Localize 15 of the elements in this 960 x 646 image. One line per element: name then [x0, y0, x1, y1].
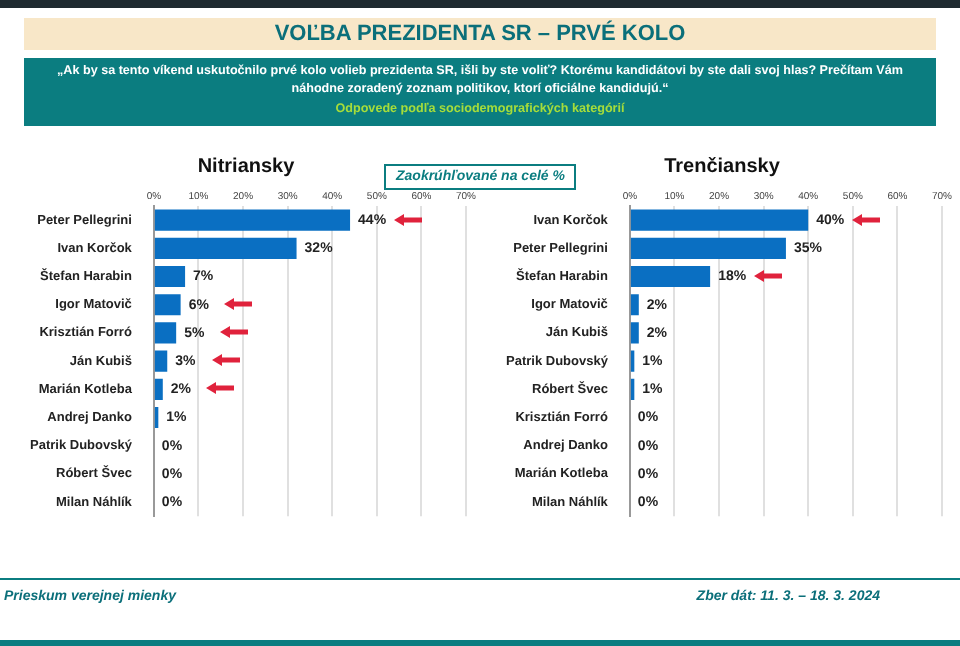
- text: VOĽBA PREZIDENTA SR – PRVÉ KOLO: [24, 18, 936, 50]
- bar: [630, 264, 711, 287]
- bar: [630, 236, 786, 258]
- bar: [154, 264, 186, 287]
- bar: [154, 236, 297, 258]
- bar: [630, 208, 809, 230]
- bar: [154, 293, 181, 315]
- bar: [154, 377, 163, 399]
- chart-title: Trenčiansky: [664, 154, 781, 177]
- bar: [154, 208, 351, 230]
- bar: [154, 349, 168, 371]
- chart-title: Nitriansky: [197, 154, 296, 177]
- bar: [630, 321, 639, 343]
- bar: [154, 321, 177, 343]
- bar: [630, 293, 639, 315]
